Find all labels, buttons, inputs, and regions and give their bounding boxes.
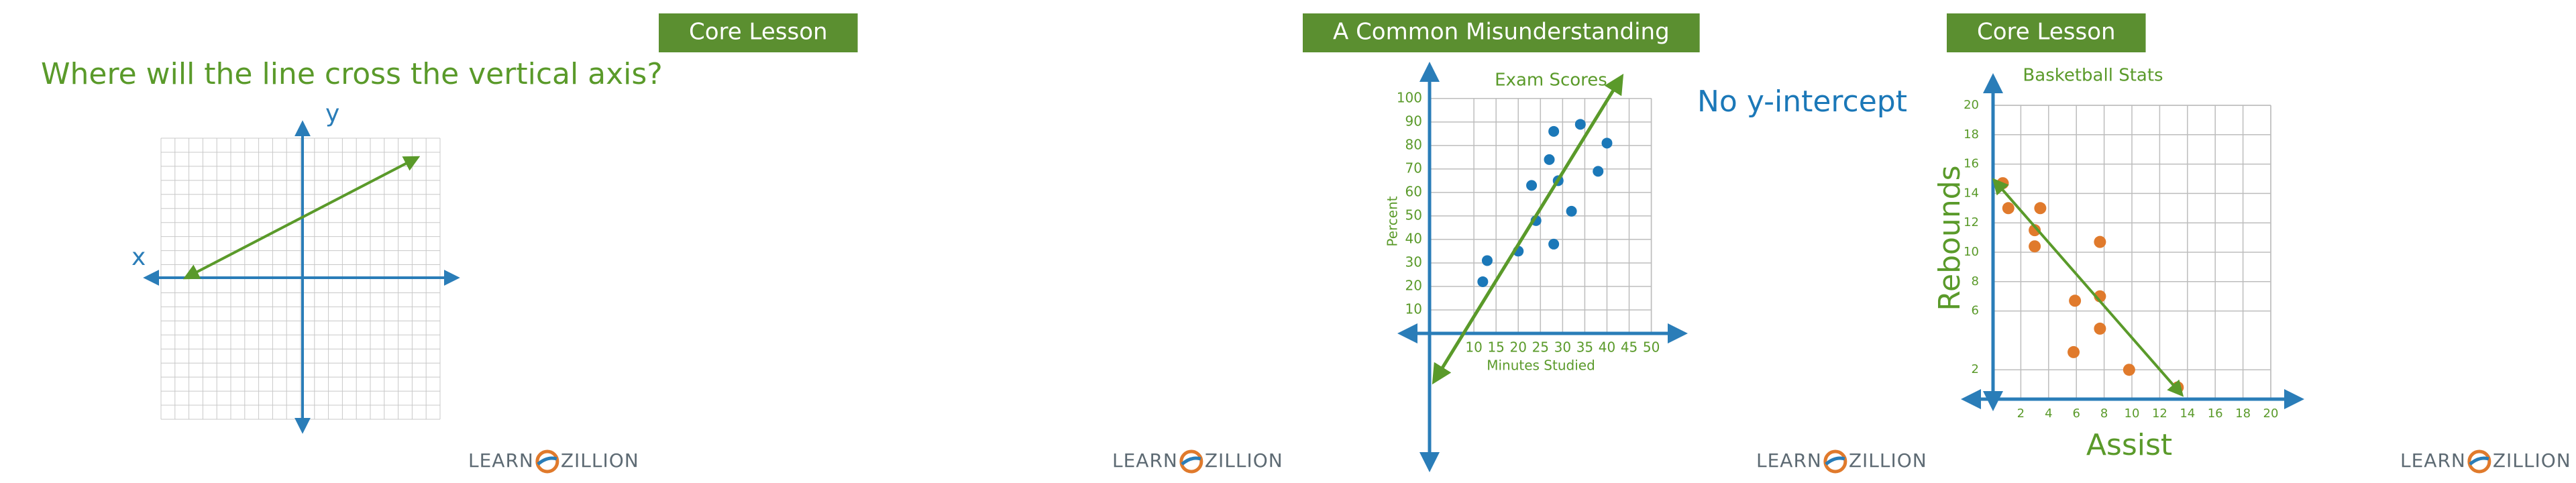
y-tick-label: 18 bbox=[1964, 127, 1979, 142]
logo-icon bbox=[1825, 456, 1845, 466]
x-axis-label: x bbox=[131, 244, 146, 271]
y-tick-label: 30 bbox=[1405, 254, 1422, 270]
x-axis-title: Minutes Studied bbox=[1487, 358, 1595, 374]
y-tick-label: 10 bbox=[1964, 245, 1979, 259]
y-tick-label: 20 bbox=[1405, 277, 1422, 293]
y-axis-title: Rebounds bbox=[1933, 165, 1967, 311]
point bbox=[2069, 294, 2082, 307]
logo-icon bbox=[535, 449, 559, 474]
x-tick-label: 8 bbox=[2100, 407, 2108, 421]
point bbox=[1548, 238, 1560, 250]
y-tick-label: 10 bbox=[1405, 301, 1422, 317]
point bbox=[2123, 364, 2135, 376]
y-tick-label: 6 bbox=[1972, 304, 1979, 318]
point bbox=[2029, 240, 2041, 253]
point bbox=[1477, 276, 1489, 287]
y-axis-title: Percent bbox=[1385, 196, 1401, 246]
chart-title: Basketball Stats bbox=[2023, 66, 2163, 86]
y-tick-label: 2 bbox=[1972, 362, 1979, 376]
point bbox=[1526, 180, 1538, 191]
y-tick-label: 80 bbox=[1405, 136, 1422, 152]
logo-text: LEARN bbox=[1756, 449, 1822, 472]
logo-text: ZILLION bbox=[2493, 449, 2571, 472]
logo-icon bbox=[1823, 449, 1847, 474]
x-tick-label: 18 bbox=[2235, 407, 2251, 421]
badge bbox=[659, 13, 858, 52]
logo-icon bbox=[1179, 449, 1203, 474]
point bbox=[2094, 322, 2106, 335]
y-tick-label: 8 bbox=[1972, 274, 1979, 288]
x-tick-label: 6 bbox=[2072, 407, 2080, 421]
y-tick-label: 12 bbox=[1964, 215, 1979, 229]
y-tick-label: 20 bbox=[1964, 98, 1979, 112]
y-tick-label: 40 bbox=[1405, 230, 1422, 246]
y-tick-label: 60 bbox=[1405, 183, 1422, 199]
x-tick-label: 16 bbox=[2208, 407, 2223, 421]
x-tick-label: 2 bbox=[2017, 407, 2025, 421]
x-tick-label: 4 bbox=[2045, 407, 2052, 421]
badge-text: Core Lesson bbox=[1977, 19, 2116, 46]
line bbox=[182, 156, 421, 280]
y-tick-label: 70 bbox=[1405, 160, 1422, 176]
y-axis-label: y bbox=[325, 100, 339, 127]
x-axis-title: Assist bbox=[2086, 428, 2172, 462]
point bbox=[2002, 202, 2015, 215]
point bbox=[1601, 138, 1613, 149]
x-tick-label: 14 bbox=[2180, 407, 2195, 421]
trend-line bbox=[1992, 178, 2184, 397]
logo-icon bbox=[2469, 456, 2489, 466]
point bbox=[2034, 202, 2047, 215]
logo-text: LEARN bbox=[468, 449, 534, 472]
x-tick-label: 40 bbox=[1599, 339, 1615, 356]
y-tick-label: 16 bbox=[1964, 157, 1979, 171]
badge-text: Core Lesson bbox=[689, 19, 828, 46]
x-tick-label: 50 bbox=[1643, 339, 1660, 356]
logo-icon bbox=[537, 456, 557, 466]
logo-icon bbox=[2467, 449, 2491, 474]
point bbox=[1544, 154, 1555, 165]
point bbox=[1548, 125, 1560, 137]
x-tick-label: 15 bbox=[1487, 339, 1504, 356]
chart-title: Exam Scores bbox=[1495, 70, 1607, 91]
question: Where will the line cross the vertical a… bbox=[41, 57, 663, 91]
x-tick-label: 30 bbox=[1554, 339, 1571, 356]
y-tick-label: 14 bbox=[1964, 186, 1979, 200]
logo-text: ZILLION bbox=[1205, 449, 1283, 472]
trend-line bbox=[1432, 73, 1624, 385]
logo-text: LEARN bbox=[1112, 449, 1178, 472]
x-tick-label: 45 bbox=[1621, 339, 1638, 356]
badge bbox=[1947, 13, 2146, 52]
x-tick-label: 12 bbox=[2152, 407, 2167, 421]
badge bbox=[1303, 13, 1700, 52]
y-tick-label: 50 bbox=[1405, 207, 1422, 223]
x-tick-label: 20 bbox=[1510, 339, 1527, 356]
point bbox=[1481, 255, 1493, 266]
x-tick-label: 10 bbox=[2125, 407, 2140, 421]
logo-text: ZILLION bbox=[561, 449, 639, 472]
y-tick-label: 90 bbox=[1405, 113, 1422, 129]
badge-text: A Common Misunderstanding bbox=[1333, 19, 1670, 46]
point bbox=[1593, 166, 1604, 177]
point bbox=[1574, 119, 1586, 130]
logo-icon bbox=[1181, 456, 1201, 466]
point bbox=[1566, 205, 1577, 217]
x-tick-label: 20 bbox=[2263, 407, 2279, 421]
point bbox=[2094, 235, 2106, 248]
logo-text: LEARN bbox=[2400, 449, 2466, 472]
x-tick-label: 25 bbox=[1532, 339, 1549, 356]
logo-text: ZILLION bbox=[1849, 449, 1927, 472]
x-tick-label: 10 bbox=[1465, 339, 1482, 356]
point bbox=[2068, 345, 2080, 358]
y-tick-label: 100 bbox=[1397, 89, 1422, 105]
x-tick-label: 35 bbox=[1576, 339, 1593, 356]
annotation: No y-intercept bbox=[1697, 85, 1907, 119]
